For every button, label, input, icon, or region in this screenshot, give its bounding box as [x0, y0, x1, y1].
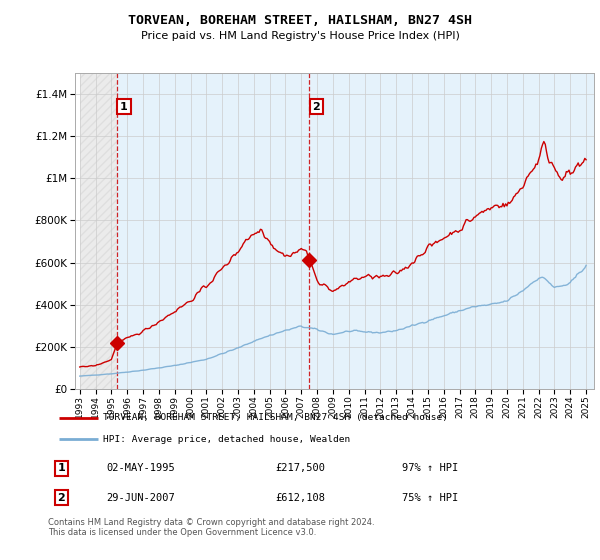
Text: £612,108: £612,108: [275, 493, 325, 503]
Text: 02-MAY-1995: 02-MAY-1995: [106, 463, 175, 473]
Text: TORVEAN, BOREHAM STREET, HAILSHAM, BN27 4SH: TORVEAN, BOREHAM STREET, HAILSHAM, BN27 …: [128, 14, 472, 27]
Text: 1: 1: [58, 463, 65, 473]
Text: 1: 1: [120, 101, 128, 111]
Text: 29-JUN-2007: 29-JUN-2007: [106, 493, 175, 503]
Bar: [117, 73, 594, 389]
Bar: [80, 73, 117, 389]
Text: 75% ↑ HPI: 75% ↑ HPI: [402, 493, 458, 503]
Text: 2: 2: [58, 493, 65, 503]
Text: 97% ↑ HPI: 97% ↑ HPI: [402, 463, 458, 473]
Text: Contains HM Land Registry data © Crown copyright and database right 2024.
This d: Contains HM Land Registry data © Crown c…: [48, 518, 374, 538]
Text: HPI: Average price, detached house, Wealden: HPI: Average price, detached house, Weal…: [103, 435, 350, 444]
Text: 2: 2: [313, 101, 320, 111]
Text: TORVEAN, BOREHAM STREET, HAILSHAM, BN27 4SH (detached house): TORVEAN, BOREHAM STREET, HAILSHAM, BN27 …: [103, 413, 448, 422]
Text: £217,500: £217,500: [275, 463, 325, 473]
Text: Price paid vs. HM Land Registry's House Price Index (HPI): Price paid vs. HM Land Registry's House …: [140, 31, 460, 41]
